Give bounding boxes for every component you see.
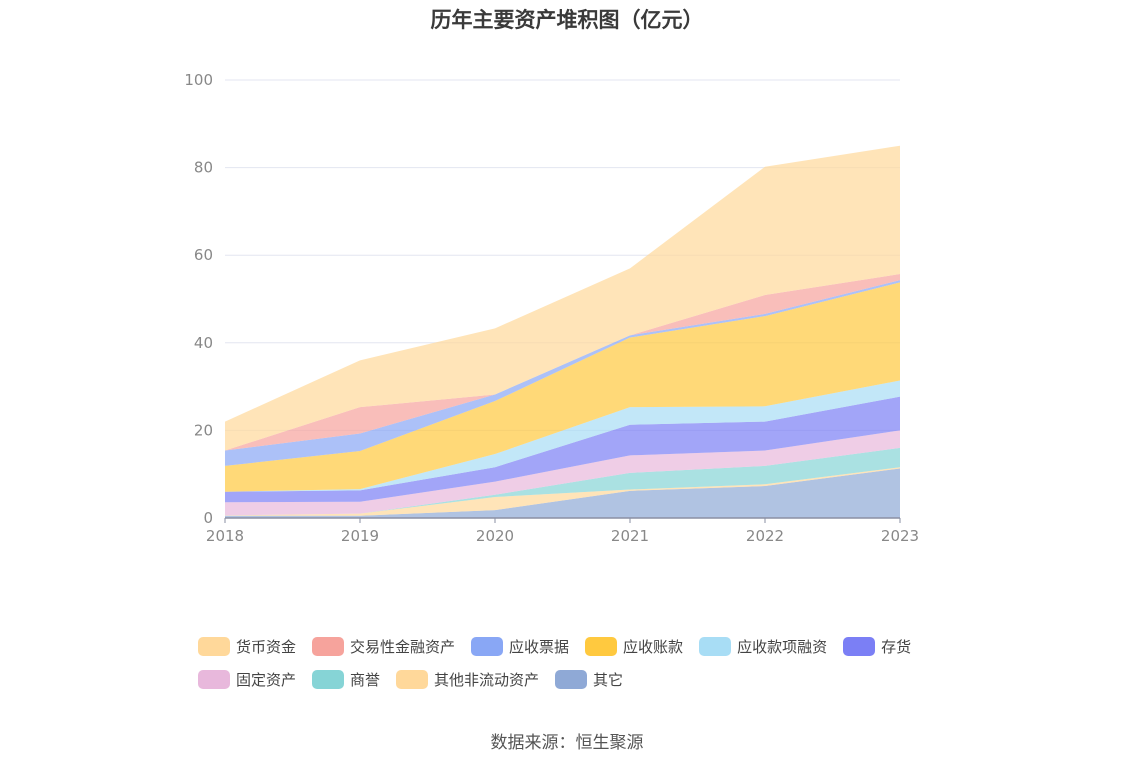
legend-item[interactable]: 其他非流动资产 <box>396 669 539 690</box>
y-tick-label: 80 <box>194 159 213 177</box>
stacked-area-chart: 0 20 40 60 80 100 2018 2019 2020 2021 2022 2023 <box>184 71 919 545</box>
area-series-5 <box>225 380 900 492</box>
legend-label: 货币资金 <box>236 638 297 656</box>
legend-item[interactable]: 其它 <box>555 669 623 690</box>
legend-label: 应收款项融资 <box>737 638 828 656</box>
x-tick-label: 2018 <box>206 527 244 545</box>
legend-label: 固定资产 <box>236 671 297 689</box>
y-tick-label: 0 <box>203 509 213 527</box>
x-tick-label: 2020 <box>476 527 514 545</box>
y-tick-label: 60 <box>194 246 213 264</box>
area-series-8 <box>225 274 900 451</box>
legend-swatch <box>555 670 588 689</box>
area-series-9 <box>225 145 900 451</box>
legend-swatch <box>699 637 732 656</box>
chart-title: 历年主要资产堆积图（亿元） <box>430 8 704 32</box>
legend-label: 应收票据 <box>509 638 570 656</box>
legend-row: 固定资产 商誉 其他非流动资产 其它 <box>198 663 998 696</box>
legend-item[interactable]: 固定资产 <box>198 669 296 690</box>
data-source: 数据来源：恒生聚源 <box>490 733 644 753</box>
legend-item[interactable]: 交易性金融资产 <box>312 636 455 657</box>
legend-swatch <box>843 637 876 656</box>
x-tick-label: 2021 <box>611 527 649 545</box>
legend-label: 存货 <box>881 638 912 656</box>
x-tick-label: 2022 <box>746 527 784 545</box>
legend-swatch <box>198 670 230 689</box>
legend-swatch <box>198 637 230 656</box>
legend-label: 交易性金融资产 <box>350 638 456 656</box>
legend: 货币资金 交易性金融资产 应收票据 应收账款 应收款项融资 存货固定资产 商誉 其他非流动资产… <box>198 630 998 696</box>
legend-item[interactable]: 应收票据 <box>471 636 569 657</box>
y-tick-label: 20 <box>194 421 213 439</box>
legend-item[interactable]: 货币资金 <box>198 636 296 657</box>
legend-item[interactable]: 存货 <box>843 636 911 657</box>
legend-row: 货币资金 交易性金融资产 应收票据 应收账款 应收款项融资 存货 <box>198 630 998 663</box>
legend-label: 应收账款 <box>623 638 684 656</box>
y-tick-label: 40 <box>194 334 213 352</box>
legend-swatch <box>585 637 618 656</box>
legend-swatch <box>312 670 345 689</box>
legend-label: 其它 <box>593 671 624 689</box>
legend-item[interactable]: 应收款项融资 <box>699 636 827 657</box>
area-series-7 <box>225 280 900 466</box>
legend-swatch <box>471 637 504 656</box>
area-series-0 <box>225 468 900 518</box>
legend-label: 其他非流动资产 <box>434 671 540 689</box>
x-tick-label: 2019 <box>341 527 379 545</box>
x-tick-label: 2023 <box>881 527 919 545</box>
legend-item[interactable]: 应收账款 <box>585 636 683 657</box>
legend-label: 商誉 <box>350 671 381 689</box>
legend-swatch <box>396 670 429 689</box>
area-series-6 <box>225 282 900 492</box>
area-series-4 <box>225 396 900 503</box>
area-series-2 <box>225 447 900 516</box>
legend-item[interactable]: 商誉 <box>312 669 380 690</box>
area-series-3 <box>225 430 900 516</box>
legend-swatch <box>312 637 345 656</box>
y-tick-label: 100 <box>184 71 213 89</box>
